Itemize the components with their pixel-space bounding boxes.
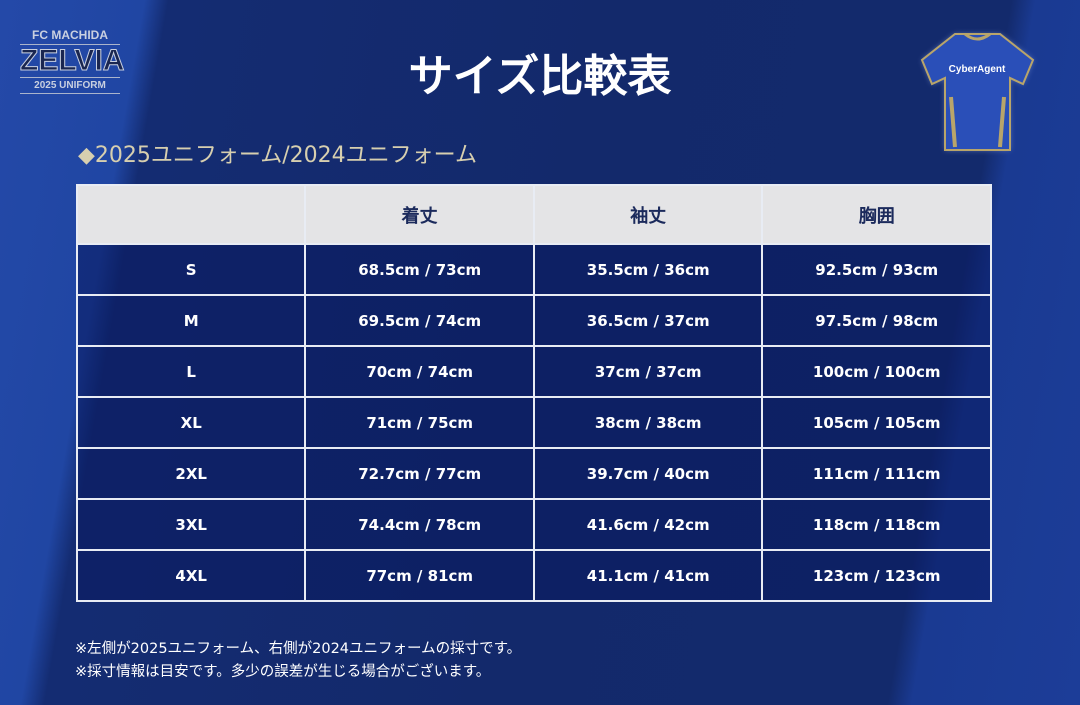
cell-sleeve: 39.7cm / 40cm [532, 447, 764, 500]
table-row: 4XL 77cm / 81cm 41.1cm / 41cm 123cm / 123cm [75, 549, 992, 602]
page-title: サイズ比較表 [408, 51, 672, 102]
header-chest: 胸囲 [761, 184, 992, 245]
cell-chest: 92.5cm / 93cm [761, 243, 992, 296]
table-row: 2XL 72.7cm / 77cm 39.7cm / 40cm 111cm / 111… [75, 447, 992, 500]
footnote: ※採寸情報は目安です。多少の誤差が生じる場合がございます。 [75, 664, 491, 680]
logo-line1: FC MACHIDA [20, 28, 120, 45]
table-row: XL 71cm / 75cm 38cm / 38cm 105cm / 105cm [75, 396, 992, 449]
size-comparison-table: 着丈 袖丈 胸囲 S 68.5cm / 73cm 35.5cm / 36cm 92.5… [75, 184, 992, 602]
cell-sleeve: 41.1cm / 41cm [532, 549, 764, 602]
cell-sleeve: 38cm / 38cm [532, 396, 764, 449]
cell-chest: 123cm / 123cm [761, 549, 992, 602]
club-logo: FC MACHIDA ZELVIA 2025 UNIFORM [20, 28, 125, 94]
table-row: 3XL 74.4cm / 78cm 41.6cm / 42cm 118cm / 118… [75, 498, 992, 551]
cell-chest: 111cm / 111cm [761, 447, 992, 500]
shirt-sponsor: CyberAgent [949, 64, 1006, 75]
table-row: S 68.5cm / 73cm 35.5cm / 36cm 92.5cm / 93cm [75, 243, 992, 296]
table-header-row: 着丈 袖丈 胸囲 [75, 184, 992, 245]
logo-line2: ZELVIA [20, 44, 125, 78]
cell-sleeve: 41.6cm / 42cm [532, 498, 764, 551]
cell-chest: 97.5cm / 98cm [761, 294, 992, 347]
cell-size: 4XL [75, 549, 307, 602]
footnote: ※左側が2025ユニフォーム、右側が2024ユニフォームの採寸です。 [75, 641, 522, 657]
header-sleeve: 袖丈 [532, 184, 764, 245]
cell-sleeve: 37cm / 37cm [532, 345, 764, 398]
cell-size: L [75, 345, 307, 398]
cell-size: M [75, 294, 307, 347]
cell-chest: 118cm / 118cm [761, 498, 992, 551]
cell-sleeve: 36.5cm / 37cm [532, 294, 764, 347]
cell-size: S [75, 243, 307, 296]
table-row: L 70cm / 74cm 37cm / 37cm 100cm / 100cm [75, 345, 992, 398]
header-length: 着丈 [304, 184, 535, 245]
cell-size: XL [75, 396, 307, 449]
table-row: M 69.5cm / 74cm 36.5cm / 37cm 97.5cm / 98cm [75, 294, 992, 347]
cell-length: 69.5cm / 74cm [304, 294, 535, 347]
cell-length: 68.5cm / 73cm [304, 243, 535, 296]
cell-chest: 105cm / 105cm [761, 396, 992, 449]
header-size [75, 184, 307, 245]
cell-length: 72.7cm / 77cm [304, 447, 535, 500]
cell-length: 77cm / 81cm [304, 549, 535, 602]
cell-size: 3XL [75, 498, 307, 551]
footnotes: ※左側が2025ユニフォーム、右側が2024ユニフォームの採寸です。 ※採寸情報… [75, 638, 521, 684]
cell-length: 74.4cm / 78cm [304, 498, 535, 551]
cell-length: 71cm / 75cm [304, 396, 535, 449]
cell-size: 2XL [75, 447, 307, 500]
cell-sleeve: 35.5cm / 36cm [532, 243, 764, 296]
cell-length: 70cm / 74cm [304, 345, 535, 398]
uniform-shirt-image: CyberAgent [920, 32, 1035, 151]
logo-line3: 2025 UNIFORM [20, 78, 120, 94]
section-subtitle: ◆2025ユニフォーム/2024ユニフォーム [78, 143, 477, 168]
cell-chest: 100cm / 100cm [761, 345, 992, 398]
